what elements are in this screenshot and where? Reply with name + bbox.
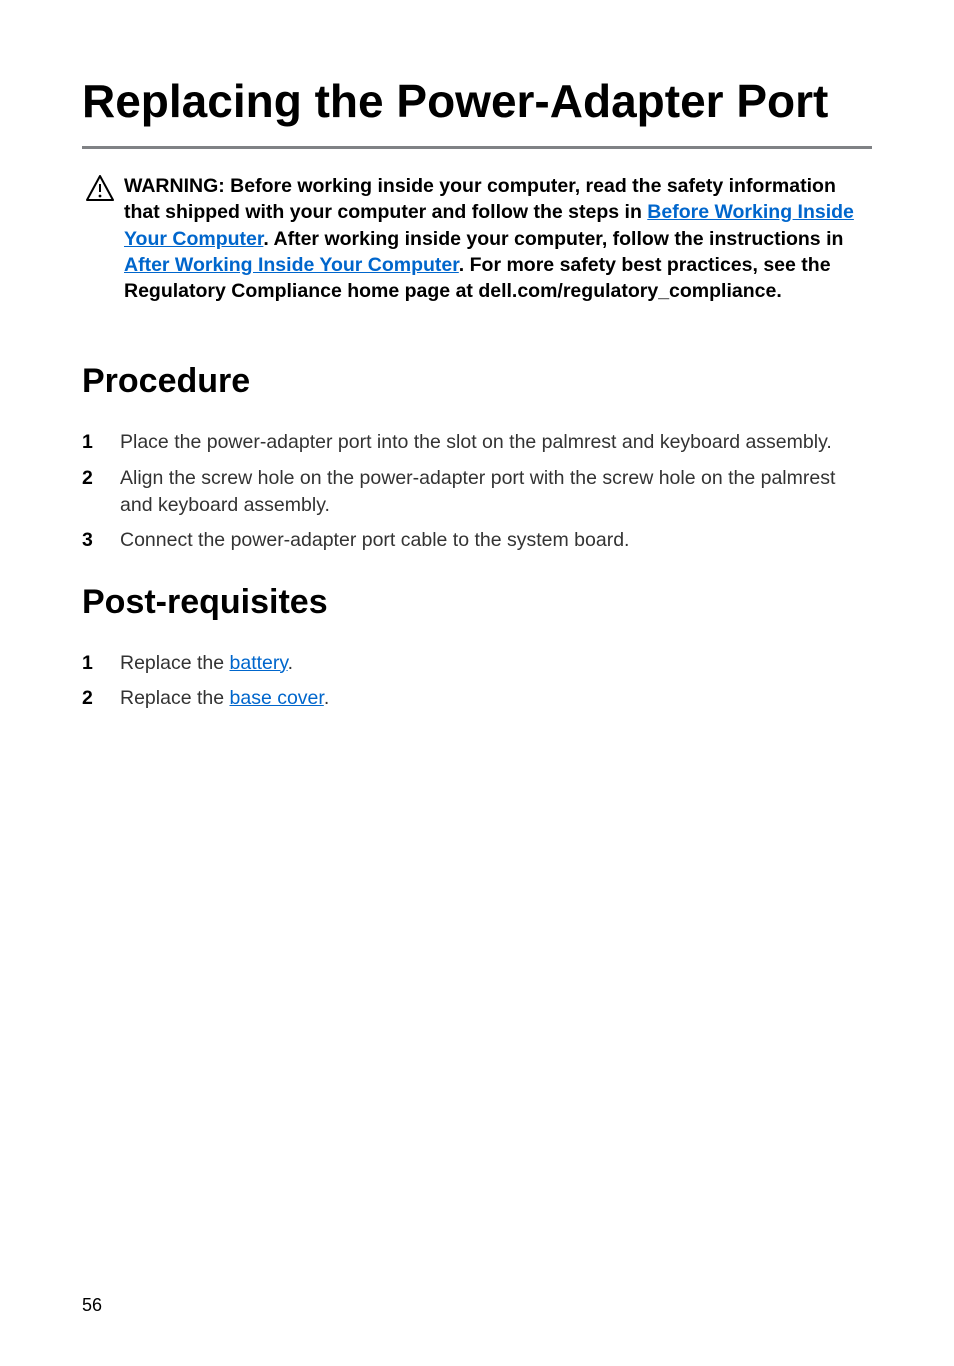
procedure-list: Place the power-adapter port into the sl… [82, 429, 872, 554]
list-item: Replace the base cover. [82, 685, 872, 712]
list-item: Align the screw hole on the power-adapte… [82, 465, 872, 520]
list-item: Place the power-adapter port into the sl… [82, 429, 872, 456]
page-number: 56 [82, 1295, 102, 1316]
base-cover-link[interactable]: base cover [230, 687, 324, 709]
warning-block: WARNING: Before working inside your comp… [82, 173, 872, 305]
battery-link[interactable]: battery [230, 652, 288, 674]
page-title: Replacing the Power-Adapter Port [82, 75, 872, 128]
warning-icon [86, 173, 124, 206]
postreq-list: Replace the battery. Replace the base co… [82, 650, 872, 713]
procedure-heading: Procedure [82, 362, 872, 401]
list-item: Connect the power-adapter port cable to … [82, 527, 872, 554]
postreq-heading: Post-requisites [82, 583, 872, 622]
item-prefix: Replace the [120, 652, 230, 674]
list-item: Replace the battery. [82, 650, 872, 677]
item-suffix: . [324, 687, 329, 709]
warning-link-after[interactable]: After Working Inside Your Computer [124, 254, 459, 276]
item-suffix: . [288, 652, 293, 674]
warning-mid1: . After working inside your computer, fo… [263, 228, 843, 250]
item-prefix: Replace the [120, 687, 230, 709]
title-divider [82, 146, 872, 149]
warning-text: WARNING: Before working inside your comp… [124, 173, 872, 305]
